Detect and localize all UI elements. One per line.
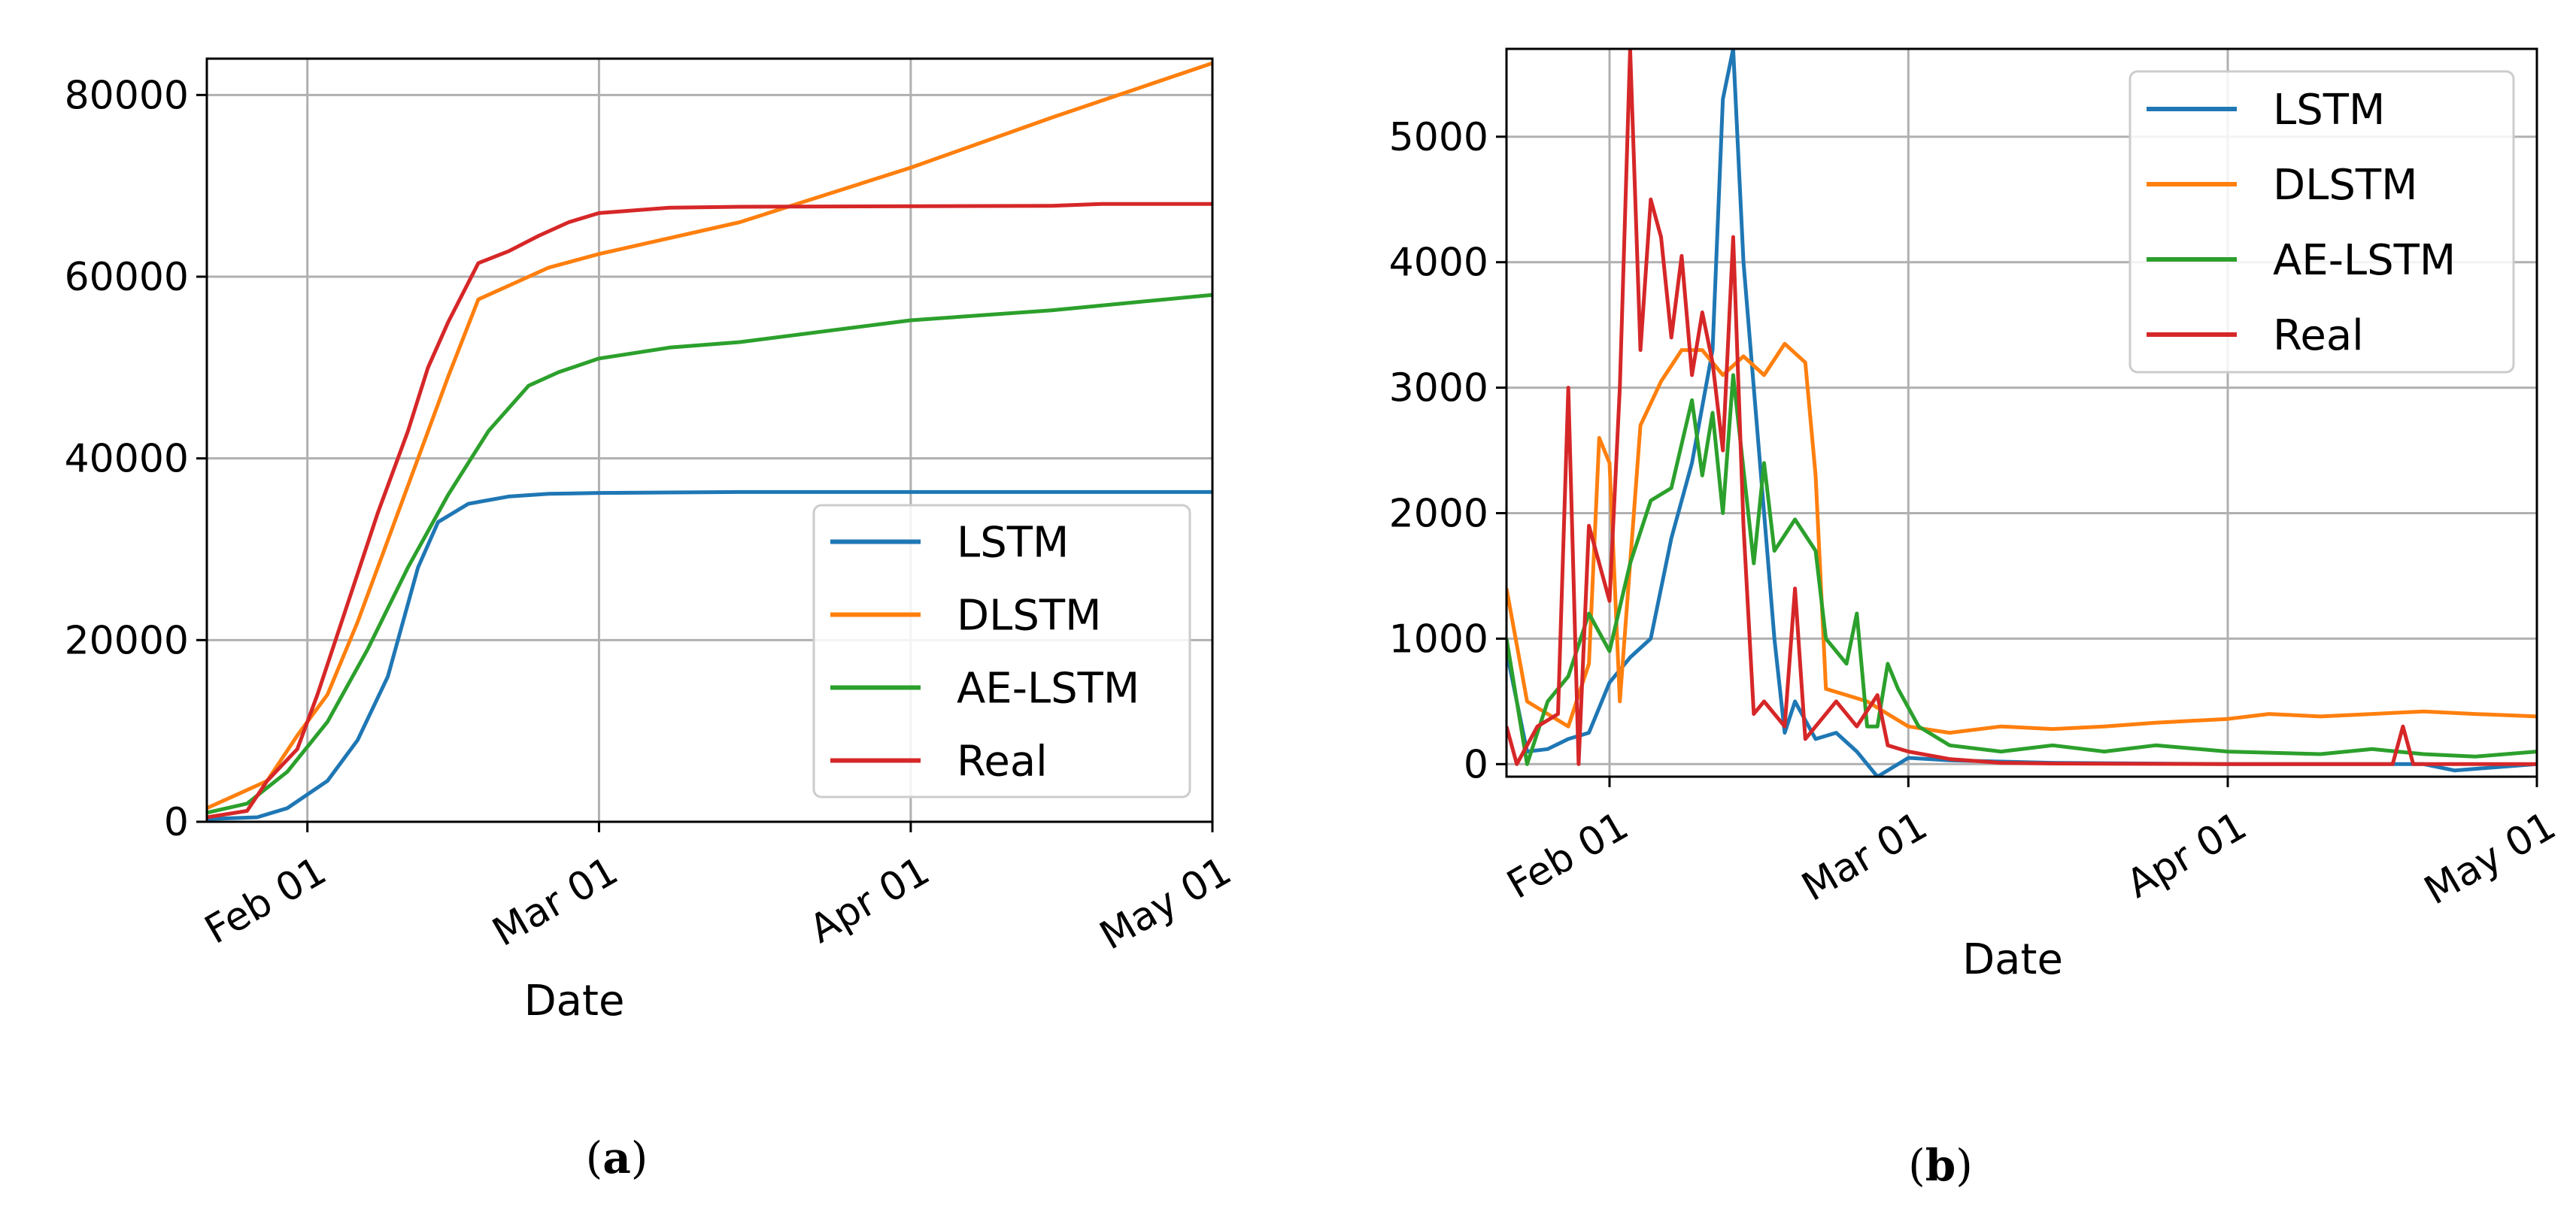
legend-label-dlstm-b: DLSTM	[2273, 161, 2417, 210]
caption-paren-close-a: )	[631, 1132, 648, 1183]
x-tick-label-b-2: Apr 01	[2119, 803, 2255, 907]
legend-label-real-a: Real	[957, 738, 1048, 786]
x-tick-label-a-3: May 01	[1093, 848, 1239, 959]
series-line-dlstm-b	[1506, 341, 2537, 735]
caption-paren-open-a: (	[586, 1132, 603, 1183]
legend-a: LSTM DLSTM AE-LSTM Real	[812, 504, 1191, 798]
x-axis-label-a: Date	[524, 977, 625, 1026]
x-tick-label-b-0: Feb 01	[1500, 803, 1636, 908]
caption-letter-b: b	[1925, 1140, 1956, 1191]
series-line-lstm-a	[207, 489, 1212, 821]
x-tick-label-a-1: Mar 01	[485, 848, 626, 955]
x-tick-label-a-0: Feb 01	[198, 848, 334, 953]
legend-box-a	[812, 504, 1191, 798]
series-line-ae-lstm-b	[1506, 373, 2537, 766]
y-tick-label-a-3: 60000	[65, 255, 189, 300]
y-tick-label-a-0: 0	[164, 800, 189, 845]
series-line-dlstm-a	[207, 61, 1212, 811]
caption-a: (a)	[586, 1132, 648, 1183]
y-tick-label-a-4: 80000	[65, 73, 189, 118]
x-tick-label-a-2: Apr 01	[803, 848, 938, 952]
caption-paren-open-b: (	[1908, 1140, 1925, 1191]
series-lines-b	[1506, 49, 2537, 777]
legend-b: LSTM DLSTM AE-LSTM Real	[2128, 70, 2515, 374]
series-lines-a	[207, 61, 1212, 821]
y-tick-label-b-1: 1000	[1389, 617, 1488, 662]
plot-frame-a	[205, 57, 1214, 823]
chart-panel-b: Feb 01 Mar 01 Apr 01 May 01 0 1000 2000 3000 400…	[1389, 47, 2564, 1191]
y-tick-label-b-5: 5000	[1389, 115, 1488, 160]
y-tick-label-b-2: 2000	[1389, 492, 1488, 537]
series-line-real-b	[1506, 49, 2537, 766]
x-tick-label-b-1: Mar 01	[1795, 803, 1935, 910]
chart-panel-a: Feb 01 Mar 01 Apr 01 May 01 0 20000 40000 60000…	[65, 57, 1239, 1183]
plot-frame-b	[1505, 47, 2538, 778]
y-tick-label-a-1: 20000	[65, 618, 189, 663]
legend-label-lstm-a: LSTM	[957, 519, 1069, 568]
legend-label-lstm-b: LSTM	[2273, 86, 2385, 135]
svg-text:(a): (a)	[586, 1132, 648, 1183]
y-tick-label-b-4: 4000	[1389, 241, 1488, 286]
svg-text:(b): (b)	[1908, 1140, 1973, 1191]
legend-label-ae-lstm-a: AE-LSTM	[957, 665, 1139, 714]
caption-paren-close-b: )	[1956, 1140, 1973, 1191]
y-tick-label-a-2: 40000	[65, 437, 189, 482]
caption-letter-a: a	[602, 1132, 631, 1183]
caption-b: (b)	[1908, 1140, 1973, 1191]
legend-label-ae-lstm-b: AE-LSTM	[2273, 236, 2456, 285]
legend-label-real-b: Real	[2273, 311, 2364, 360]
y-tick-label-b-3: 3000	[1389, 366, 1488, 411]
x-tick-label-b-3: May 01	[2417, 803, 2564, 914]
x-axis-label-b: Date	[1962, 935, 2063, 984]
legend-label-dlstm-a: DLSTM	[957, 592, 1101, 641]
series-line-real-a	[207, 202, 1212, 820]
legend-box-b	[2128, 70, 2515, 374]
series-line-ae-lstm-a	[207, 292, 1212, 815]
y-tick-label-b-0: 0	[1464, 742, 1488, 787]
